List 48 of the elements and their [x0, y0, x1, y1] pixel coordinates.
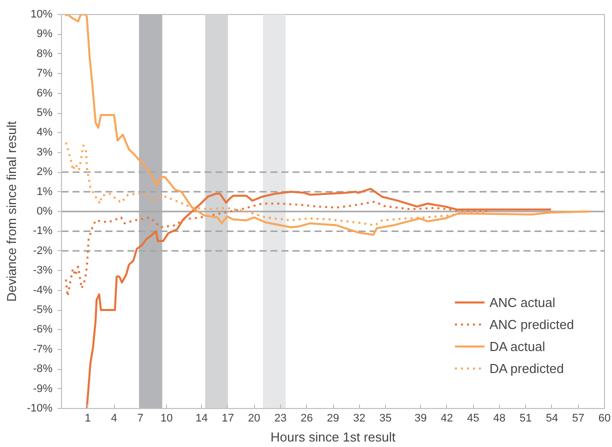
- x-tick-label: 7: [137, 412, 144, 424]
- x-tick-label: 35: [379, 412, 392, 424]
- y-tick-label: 3%: [36, 146, 53, 158]
- y-tick-label: -3%: [32, 264, 53, 277]
- x-tick-label: 48: [493, 412, 506, 424]
- y-tick-label: 7%: [36, 68, 53, 80]
- x-tick-label: 42: [440, 412, 453, 424]
- legend-label: DA actual: [489, 338, 546, 354]
- y-tick-label: 8%: [36, 48, 53, 60]
- y-tick-label: -7%: [32, 343, 53, 356]
- y-tick-label: 0%: [36, 206, 53, 218]
- legend-label: ANC actual: [489, 294, 556, 310]
- line-series: [64, 14, 592, 236]
- x-tick-label: 57: [572, 412, 584, 424]
- y-tick-label: -6%: [32, 324, 53, 336]
- x-tick-label: 60: [598, 412, 611, 424]
- x-tick-label: 51: [520, 412, 532, 424]
- y-tick-label: -10%: [26, 402, 53, 414]
- x-tick-label: 10: [160, 412, 173, 424]
- x-tick-label: 26: [300, 412, 313, 424]
- y-tick-label: 4%: [36, 126, 53, 139]
- x-tick-label: 1: [84, 412, 91, 424]
- y-axis-title: Deviance from since final result: [4, 120, 19, 302]
- x-tick-label: 45: [467, 412, 480, 424]
- y-tick-label: 10%: [30, 8, 53, 20]
- y-tick-label: 6%: [36, 87, 53, 100]
- x-axis-title: Hours since 1st result: [270, 430, 396, 444]
- x-tick-label: 14: [196, 412, 208, 424]
- y-tick-label: 2%: [36, 166, 53, 178]
- x-tick-label: 32: [353, 412, 366, 424]
- x-tick-label: 54: [546, 412, 558, 424]
- x-tick-label: 20: [248, 412, 260, 424]
- x-tick-label: 39: [414, 412, 427, 424]
- legend-label: DA predicted: [489, 360, 564, 376]
- y-tick-label: 5%: [36, 107, 53, 119]
- x-tick-label: 4: [110, 412, 118, 424]
- y-tick-label: -1%: [32, 225, 53, 238]
- x-tick-label: 17: [222, 412, 234, 424]
- y-tick-label: -5%: [32, 304, 53, 316]
- y-tick-label: -8%: [32, 363, 53, 376]
- x-tick-label: 29: [326, 412, 340, 424]
- x-tick-label: 23: [274, 412, 287, 424]
- y-tick-label: -2%: [32, 244, 53, 257]
- y-tick-label: -9%: [32, 382, 53, 395]
- legend-label: ANC predicted: [489, 316, 574, 332]
- y-tick-label: 1%: [36, 186, 53, 198]
- y-tick-label: 9%: [36, 28, 53, 40]
- y-tick-label: -4%: [32, 284, 53, 296]
